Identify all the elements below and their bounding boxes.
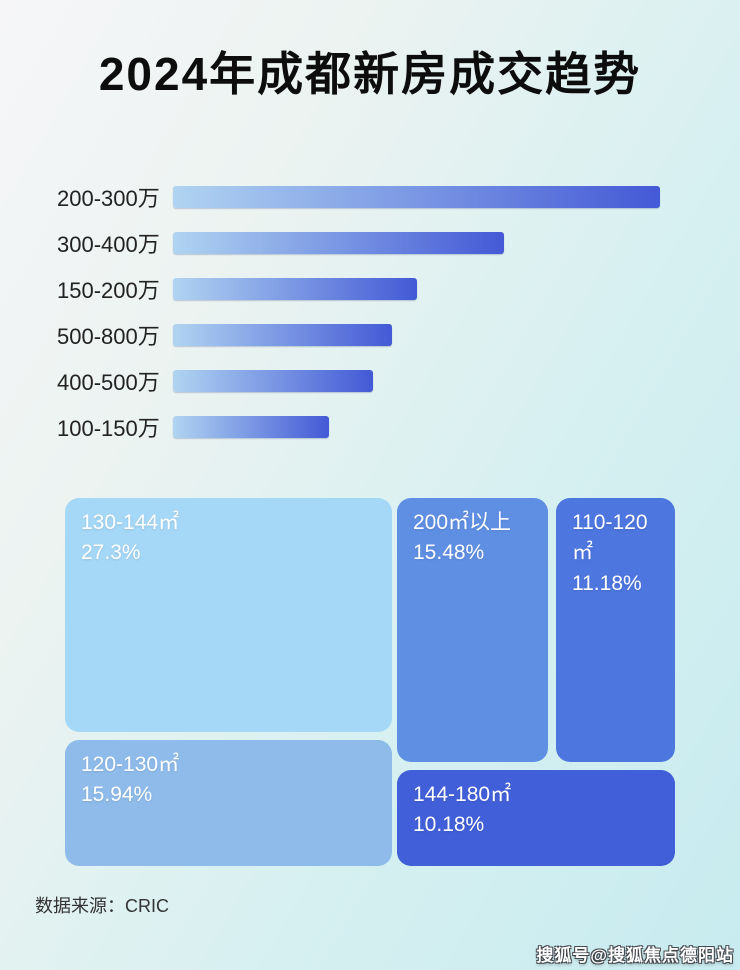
treemap-cell-label: 120-130㎡ bbox=[81, 753, 180, 776]
bar-track bbox=[173, 186, 660, 208]
bar-track bbox=[173, 278, 660, 300]
bar-row: 300-400万 bbox=[57, 232, 660, 257]
bar-category-label: 100-150万 bbox=[57, 416, 160, 441]
bar-track bbox=[173, 232, 660, 254]
bar-row: 200-300万 bbox=[57, 186, 660, 211]
bar-category-label: 150-200万 bbox=[57, 278, 160, 303]
price-range-bar-chart: 200-300万 300-400万 150-200万 500-800万 400-… bbox=[57, 186, 660, 462]
bar bbox=[173, 370, 373, 392]
bar-track bbox=[173, 370, 660, 392]
bar bbox=[173, 278, 417, 300]
bar-category-label: 400-500万 bbox=[57, 370, 160, 395]
bar bbox=[173, 324, 393, 346]
bar-row: 150-200万 bbox=[57, 278, 660, 303]
treemap-cell-label: 130-144㎡ bbox=[81, 511, 180, 534]
unit-size-treemap: 130-144㎡ 27.3% 200㎡以上 15.48% 110-120㎡ 11… bbox=[65, 498, 675, 866]
treemap-cell: 144-180㎡ 10.18% bbox=[397, 770, 675, 866]
bar bbox=[173, 416, 329, 438]
treemap-cell: 200㎡以上 15.48% bbox=[397, 498, 548, 762]
bar-category-label: 200-300万 bbox=[57, 186, 160, 211]
treemap-cell-value: 11.18% bbox=[572, 571, 642, 595]
bar-row: 100-150万 bbox=[57, 416, 660, 441]
bar bbox=[173, 232, 505, 254]
page-title: 2024年成都新房成交趋势 bbox=[98, 48, 642, 100]
treemap-cell: 120-130㎡ 15.94% bbox=[65, 740, 392, 866]
watermark: 搜狐号@搜狐焦点德阳站 bbox=[536, 946, 734, 965]
treemap-cell: 110-120㎡ 11.18% bbox=[556, 498, 675, 762]
treemap-cell-value: 15.48% bbox=[413, 541, 485, 565]
treemap-cell-label: 144-180㎡ bbox=[413, 783, 512, 806]
bar-row: 400-500万 bbox=[57, 370, 660, 395]
treemap-cell-value: 27.3% bbox=[81, 541, 141, 565]
bar-track bbox=[173, 416, 660, 438]
treemap-cell-value: 10.18% bbox=[413, 813, 485, 837]
bar-track bbox=[173, 324, 660, 346]
bar bbox=[173, 186, 660, 208]
treemap-cell-label: 200㎡以上 bbox=[413, 511, 512, 534]
treemap-cell-value: 15.94% bbox=[81, 783, 153, 807]
bar-category-label: 500-800万 bbox=[57, 324, 160, 349]
treemap-cell-label: 110-120㎡ bbox=[572, 511, 648, 565]
data-source-label: 数据来源：CRIC bbox=[35, 896, 169, 916]
treemap-cell: 130-144㎡ 27.3% bbox=[65, 498, 392, 732]
bar-row: 500-800万 bbox=[57, 324, 660, 349]
bar-category-label: 300-400万 bbox=[57, 232, 160, 257]
